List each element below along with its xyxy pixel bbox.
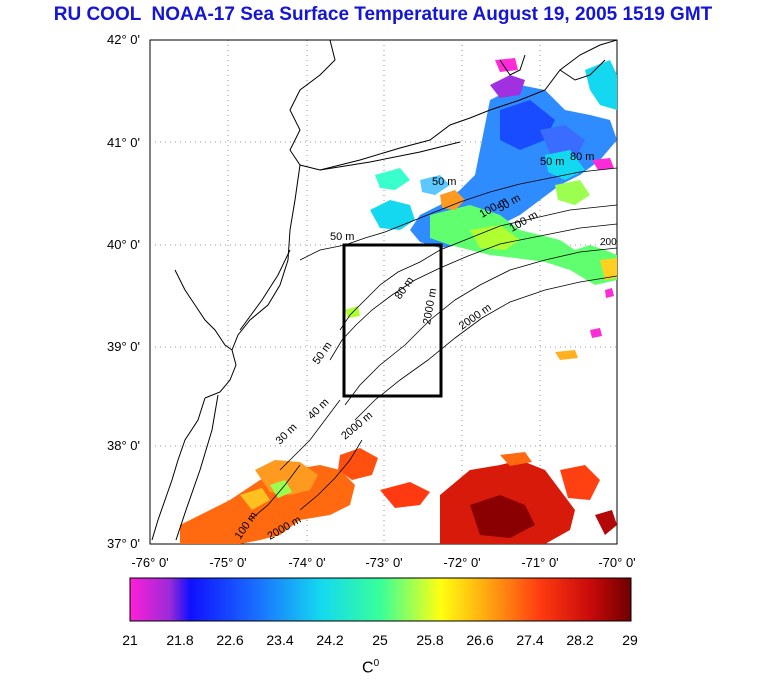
lon-label: -71° 0' (521, 555, 559, 570)
lat-label: 37° 0' (107, 536, 140, 551)
unit-superscript: 0 (373, 658, 380, 669)
graticule (150, 40, 617, 544)
sst-cool-patches (345, 58, 617, 338)
contour-label: 50 m (330, 231, 354, 243)
colorbar-tick: 26.6 (466, 632, 494, 648)
colorbar-tick: 21 (122, 632, 138, 648)
colorbar-tick: 28.2 (566, 632, 594, 648)
lat-label: 39° 0' (107, 339, 140, 354)
lon-label: -74° 0' (288, 555, 326, 570)
contour-label: 50 m (540, 156, 564, 168)
colorbar-tick: 23.4 (266, 632, 294, 648)
lat-label: 40° 0' (107, 237, 140, 252)
colorbar-tick: 21.8 (166, 632, 194, 648)
lon-label: -70° 0' (598, 555, 636, 570)
colorbar (129, 577, 632, 622)
study-area-box (342, 243, 443, 398)
lon-label: -73° 0' (365, 555, 403, 570)
sst-warm-patches (180, 350, 617, 544)
colorbar-tick: 27.4 (516, 632, 544, 648)
colorbar-tick: 25.8 (416, 632, 444, 648)
colorbar-tick: 29 (622, 632, 638, 648)
unit-base: C (362, 659, 374, 677)
colorbar-unit: C0 (362, 658, 379, 677)
lon-label: -72° 0' (443, 555, 481, 570)
colorbar-tick: 22.6 (216, 632, 244, 648)
lon-label: -76° 0' (131, 555, 169, 570)
lat-label: 42° 0' (107, 32, 140, 47)
coastline (150, 40, 617, 541)
lat-label: 38° 0' (107, 438, 140, 453)
contour-label: 50 m (432, 176, 456, 188)
lat-label: 41° 0' (107, 135, 140, 150)
colorbar-tick: 24.2 (316, 632, 344, 648)
contour-label: 2000 m (600, 237, 633, 248)
map-title: RU COOL NOAA-17 Sea Surface Temperature … (53, 4, 713, 25)
lon-label: -75° 0' (209, 555, 247, 570)
contour-label: 80 m (570, 151, 594, 163)
colorbar-tick: 25 (372, 632, 388, 648)
